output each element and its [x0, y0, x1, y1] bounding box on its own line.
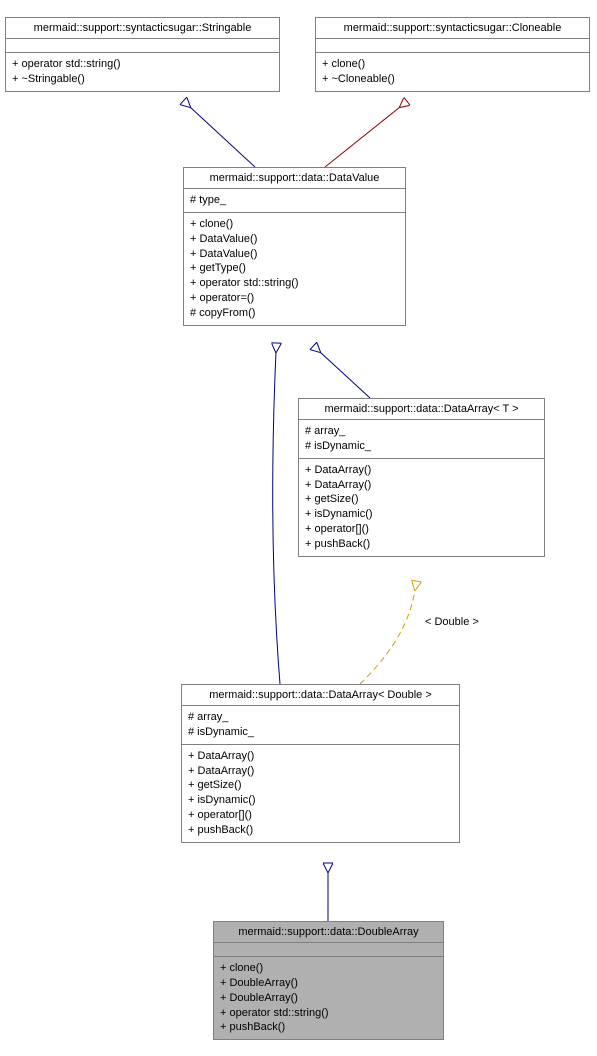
class-attrs	[316, 39, 589, 53]
class-dataarray-double[interactable]: mermaid::support::data::DataArray< Doubl…	[181, 684, 460, 843]
class-methods: + clone() + ~Cloneable()	[316, 53, 589, 91]
class-methods: + operator std::string() + ~Stringable()	[6, 53, 279, 91]
class-doublearray[interactable]: mermaid::support::data::DoubleArray + cl…	[213, 921, 444, 1040]
class-attrs	[214, 943, 443, 957]
edge-dataarraydouble-dataarrayt	[360, 590, 415, 684]
class-methods: + DataArray() + DataArray() + getSize() …	[182, 745, 459, 842]
class-cloneable[interactable]: mermaid::support::syntacticsugar::Clonea…	[315, 17, 590, 92]
class-title: mermaid::support::data::DataValue	[184, 168, 405, 189]
class-stringable[interactable]: mermaid::support::syntacticsugar::String…	[5, 17, 280, 92]
class-attrs: # array_ # isDynamic_	[182, 706, 459, 745]
class-title: mermaid::support::syntacticsugar::String…	[6, 18, 279, 39]
class-title: mermaid::support::syntacticsugar::Clonea…	[316, 18, 589, 39]
class-attrs: # array_ # isDynamic_	[299, 420, 544, 459]
class-dataarray-t[interactable]: mermaid::support::data::DataArray< T > #…	[298, 398, 545, 557]
class-attrs	[6, 39, 279, 53]
class-attrs: # type_	[184, 189, 405, 213]
edge-dataarrayt-datavalue	[320, 352, 370, 398]
class-methods: + clone() + DataValue() + DataValue() + …	[184, 213, 405, 325]
class-title: mermaid::support::data::DoubleArray	[214, 922, 443, 943]
class-methods: + clone() + DoubleArray() + DoubleArray(…	[214, 957, 443, 1039]
edge-datavalue-stringable	[190, 107, 255, 167]
edge-dataarraydouble-datavalue	[273, 352, 280, 684]
class-title: mermaid::support::data::DataArray< Doubl…	[182, 685, 459, 706]
class-title: mermaid::support::data::DataArray< T >	[299, 399, 544, 420]
edge-label-template: < Double >	[425, 616, 479, 628]
edge-datavalue-cloneable	[325, 107, 400, 167]
class-datavalue[interactable]: mermaid::support::data::DataValue # type…	[183, 167, 406, 326]
class-methods: + DataArray() + DataArray() + getSize() …	[299, 459, 544, 556]
